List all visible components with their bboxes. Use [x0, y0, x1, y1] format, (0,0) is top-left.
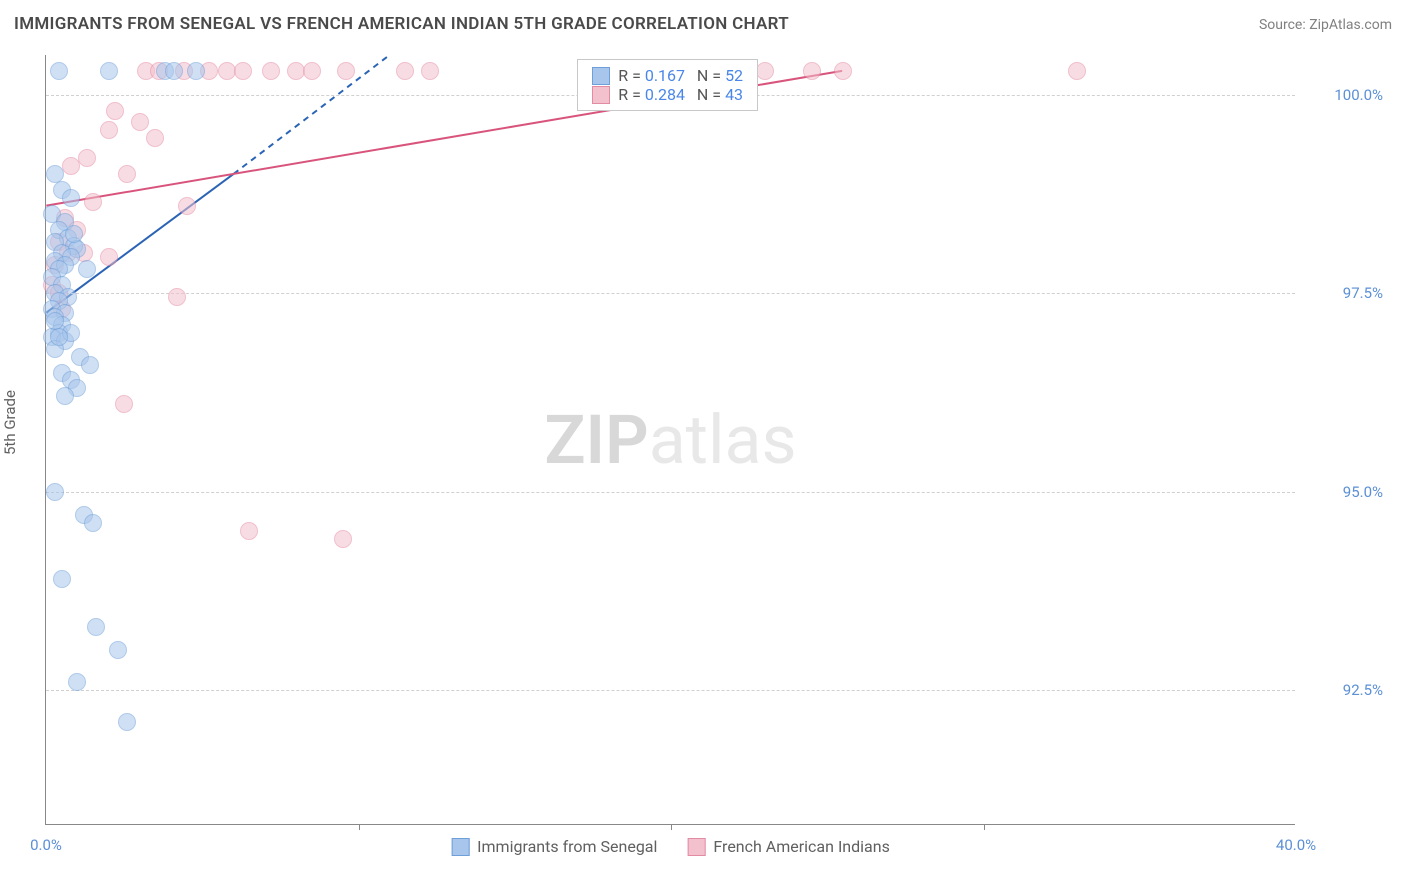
scatter-point-blue [100, 62, 118, 80]
x-tick-label: 40.0% [1276, 836, 1316, 854]
scatter-point-blue [78, 260, 96, 278]
scatter-point-pink [334, 530, 352, 548]
scatter-point-pink [100, 121, 118, 139]
scatter-point-blue [109, 641, 127, 659]
scatter-point-pink [421, 62, 439, 80]
x-tick [671, 824, 672, 830]
scatter-point-blue [87, 618, 105, 636]
legend-item-pink: French American Indians [687, 837, 889, 856]
scatter-point-blue [118, 713, 136, 731]
scatter-point-pink [115, 395, 133, 413]
legend-item-label: Immigrants from Senegal [477, 837, 657, 856]
scatter-point-pink [106, 102, 124, 120]
legend-series: Immigrants from Senegal French American I… [451, 837, 890, 856]
scatter-point-pink [834, 62, 852, 80]
legend-swatch-icon [451, 838, 469, 856]
scatter-point-pink [84, 193, 102, 211]
scatter-point-blue [53, 570, 71, 588]
scatter-point-blue [187, 62, 205, 80]
x-tick [359, 824, 360, 830]
x-tick-label: 0.0% [30, 836, 62, 854]
scatter-point-pink [262, 62, 280, 80]
legend-stat-text: R = 0.284 N = 43 [618, 85, 743, 104]
scatter-point-pink [1068, 62, 1086, 80]
chart-source: Source: ZipAtlas.com [1259, 17, 1392, 33]
y-axis-title: 5th Grade [1, 390, 19, 455]
scatter-point-pink [337, 62, 355, 80]
y-tick-label: 95.0% [1343, 483, 1383, 501]
scatter-point-pink [78, 149, 96, 167]
y-tick-label: 97.5% [1343, 284, 1383, 302]
scatter-point-blue [68, 673, 86, 691]
trend-lines [46, 55, 1295, 824]
scatter-point-pink [240, 522, 258, 540]
legend-swatch-blue [592, 67, 610, 85]
watermark: ZIPatlas [544, 400, 796, 480]
watermark-bold: ZIP [544, 400, 648, 480]
scatter-point-blue [50, 328, 68, 346]
scatter-point-pink [396, 62, 414, 80]
watermark-rest: atlas [649, 400, 797, 480]
legend-stats: R = 0.167 N = 52R = 0.284 N = 43 [577, 59, 758, 111]
chart-header: IMMIGRANTS FROM SENEGAL VS FRENCH AMERIC… [14, 14, 1392, 34]
scatter-point-pink [756, 62, 774, 80]
scatter-point-blue [56, 387, 74, 405]
scatter-point-blue [46, 483, 64, 501]
scatter-point-pink [62, 157, 80, 175]
scatter-point-blue [165, 62, 183, 80]
legend-stats-row: R = 0.167 N = 52 [592, 66, 743, 85]
gridline-h [46, 492, 1295, 493]
plot-area: ZIPatlas 92.5%95.0%97.5%100.0%0.0%40.0%R… [45, 55, 1295, 825]
scatter-point-blue [81, 356, 99, 374]
scatter-point-pink [118, 165, 136, 183]
x-tick [984, 824, 985, 830]
legend-stats-row: R = 0.284 N = 43 [592, 85, 743, 104]
legend-item-label: French American Indians [713, 837, 889, 856]
scatter-point-pink [131, 113, 149, 131]
scatter-point-pink [803, 62, 821, 80]
gridline-h [46, 690, 1295, 691]
y-tick-label: 92.5% [1343, 681, 1383, 699]
scatter-point-pink [100, 248, 118, 266]
scatter-point-pink [234, 62, 252, 80]
scatter-point-blue [84, 514, 102, 532]
legend-item-blue: Immigrants from Senegal [451, 837, 657, 856]
scatter-point-pink [146, 129, 164, 147]
y-tick-label: 100.0% [1334, 86, 1383, 104]
legend-swatch-icon [687, 838, 705, 856]
chart-title: IMMIGRANTS FROM SENEGAL VS FRENCH AMERIC… [14, 14, 789, 34]
scatter-point-blue [50, 62, 68, 80]
legend-swatch-pink [592, 86, 610, 104]
scatter-point-blue [62, 189, 80, 207]
gridline-h [46, 293, 1295, 294]
legend-stat-text: R = 0.167 N = 52 [618, 66, 743, 85]
scatter-point-blue [65, 225, 83, 243]
scatter-point-pink [303, 62, 321, 80]
scatter-point-pink [168, 288, 186, 306]
scatter-point-pink [178, 197, 196, 215]
